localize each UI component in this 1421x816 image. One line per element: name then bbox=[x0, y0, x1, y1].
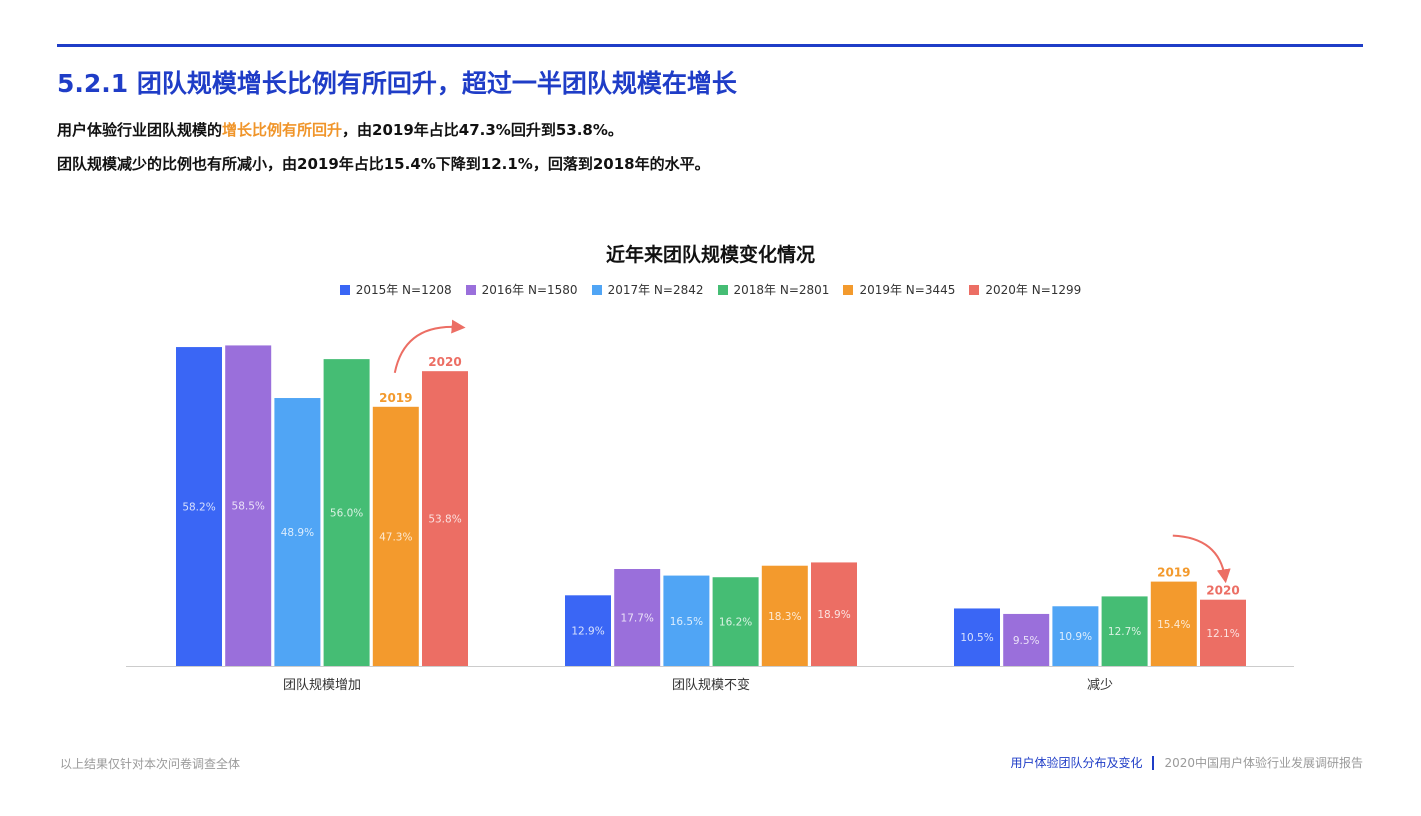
bar-value-label: 12.7% bbox=[1108, 626, 1141, 638]
legend-item: 2017年 N=2842 bbox=[591, 281, 704, 298]
bar-value-label: 18.9% bbox=[817, 609, 850, 621]
bar-value-label: 58.5% bbox=[232, 501, 265, 513]
bar-value-label: 15.4% bbox=[1157, 619, 1190, 631]
bar-value-label: 56.0% bbox=[330, 508, 363, 520]
bar-value-label: 48.9% bbox=[281, 527, 314, 539]
bar bbox=[811, 562, 857, 666]
year-annotation: 2020 bbox=[428, 355, 461, 369]
bar bbox=[712, 577, 759, 666]
footer-report-name: 2020中国用户体验行业发展调研报告 bbox=[1164, 756, 1363, 770]
bar bbox=[1003, 613, 1050, 666]
year-annotation: 2019 bbox=[1157, 566, 1190, 580]
legend-label: 2015年 N=1208 bbox=[355, 283, 452, 297]
bar bbox=[614, 569, 661, 666]
legend-label: 2017年 N=2842 bbox=[607, 283, 704, 297]
bar bbox=[274, 398, 321, 666]
legend-label: 2019年 N=3445 bbox=[859, 283, 956, 297]
intro-line-1-highlight: 增长比例有所回升 bbox=[222, 121, 343, 139]
year-annotation: 2020 bbox=[1206, 584, 1239, 598]
bar-value-label: 58.2% bbox=[182, 502, 215, 514]
legend-swatch bbox=[591, 284, 602, 295]
legend-swatch bbox=[843, 284, 854, 295]
bar bbox=[1150, 581, 1197, 666]
bar-value-label: 12.1% bbox=[1206, 628, 1239, 640]
intro-line-2: 团队规模减少的比例也有所减小，由2019年占比15.4%下降到12.1%，回落到… bbox=[57, 155, 710, 173]
bar bbox=[761, 565, 808, 666]
footer-note: 以上结果仅针对本次问卷调查全体 bbox=[60, 757, 241, 771]
bar bbox=[372, 406, 419, 666]
legend-label: 2016年 N=1580 bbox=[481, 283, 578, 297]
bar-value-label: 53.8% bbox=[428, 514, 461, 526]
footer-right: 用户体验团队分布及变化 2020中国用户体验行业发展调研报告 bbox=[1010, 754, 1363, 771]
legend-swatch bbox=[717, 284, 728, 295]
bar-value-label: 16.2% bbox=[719, 617, 752, 629]
legend-label: 2020年 N=1299 bbox=[985, 283, 1082, 297]
bar bbox=[323, 359, 370, 666]
footer-section-name: 用户体验团队分布及变化 bbox=[1010, 756, 1143, 770]
bar-value-label: 47.3% bbox=[379, 531, 412, 543]
top-divider bbox=[57, 44, 1363, 47]
bar bbox=[1052, 606, 1099, 666]
bar-value-label: 9.5% bbox=[1013, 635, 1040, 647]
bar-value-label: 10.9% bbox=[1059, 631, 1092, 643]
bar-value-label: 17.7% bbox=[621, 613, 654, 625]
bar-value-label: 10.5% bbox=[960, 632, 993, 644]
bar bbox=[1101, 596, 1148, 666]
category-label: 团队规模增加 bbox=[283, 678, 361, 693]
bar-value-label: 18.3% bbox=[768, 611, 801, 623]
bar-value-label: 12.9% bbox=[571, 626, 604, 638]
legend-item: 2019年 N=3445 bbox=[843, 281, 955, 298]
legend-item: 2020年 N=1299 bbox=[969, 281, 1081, 298]
legend-item: 2018年 N=2801 bbox=[717, 281, 830, 298]
legend-item: 2015年 N=1208 bbox=[339, 281, 452, 298]
chart-title: 近年来团队规模变化情况 bbox=[605, 244, 815, 266]
year-annotation: 2019 bbox=[379, 391, 412, 405]
legend-item: 2016年 N=1580 bbox=[465, 281, 578, 298]
category-label: 减少 bbox=[1087, 678, 1113, 693]
bar-value-label: 16.5% bbox=[670, 616, 703, 628]
intro-line-1-pre: 用户体验行业团队规模的 bbox=[57, 121, 223, 139]
category-label: 团队规模不变 bbox=[672, 677, 750, 693]
intro-line-1: 用户体验行业团队规模的增长比例有所回升，由2019年占比47.3%回升到53.8… bbox=[57, 119, 623, 140]
bar bbox=[176, 347, 222, 666]
legend-swatch bbox=[339, 284, 350, 295]
bar bbox=[1200, 599, 1246, 666]
chart-legend: 2015年 N=1208 2016年 N=1580 2017年 N=2842 2018… bbox=[0, 281, 1421, 298]
bar bbox=[565, 595, 611, 666]
legend-label: 2018年 N=2801 bbox=[733, 283, 830, 297]
bar bbox=[225, 345, 272, 666]
intro-line-1-post: ，由2019年占比47.3%回升到53.8%。 bbox=[342, 121, 623, 139]
footer-separator bbox=[1152, 755, 1155, 770]
bar bbox=[954, 608, 1000, 666]
bar bbox=[422, 371, 468, 666]
legend-swatch bbox=[969, 284, 980, 295]
bar bbox=[663, 575, 710, 666]
trend-arrow bbox=[393, 319, 466, 373]
legend-swatch bbox=[465, 284, 476, 295]
page-title: 5.2.1 团队规模增长比例有所回升，超过一半团队规模在增长 bbox=[57, 69, 737, 98]
trend-arrow bbox=[1172, 534, 1231, 584]
